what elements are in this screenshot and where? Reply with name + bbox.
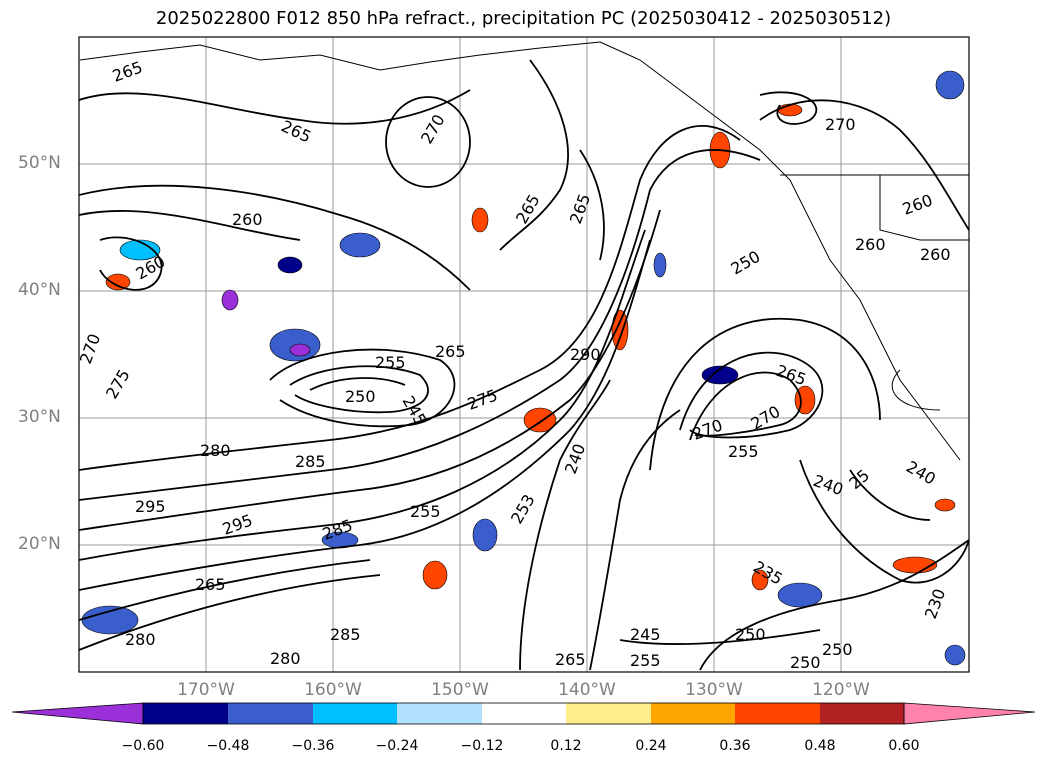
contour-label: 285 (295, 452, 326, 471)
colorbar-tick-label: 0.48 (804, 738, 836, 754)
map-title: 2025022800 F012 850 hPa refract., precip… (155, 8, 892, 29)
contour-label: 260 (232, 210, 263, 229)
contour-label: 265 (555, 650, 586, 669)
lat-label-40n: 40°N (18, 280, 61, 300)
lon-label-150w: 150°W (431, 680, 489, 700)
contour-label: 255 (728, 442, 759, 461)
coastlines (79, 41, 969, 461)
colorbar-bin (397, 703, 482, 724)
colorbar-tick-label: 0.60 (888, 738, 920, 754)
contour-label: 280 (125, 630, 156, 649)
contour-label: 260 (855, 235, 886, 254)
colorbar-bin (651, 703, 735, 724)
colorbar-tick-label: −0.48 (206, 738, 250, 754)
colorbar-bin (566, 703, 651, 724)
colorbar-bin (735, 703, 820, 724)
map-panel: 265 265 270 260 260 265 265 270 250 260 … (78, 36, 970, 673)
colorbar (11, 702, 1036, 725)
colorbar-tick-label: 0.12 (550, 738, 582, 754)
contour-label: 265 (435, 342, 466, 361)
contour-label: 250 (822, 640, 853, 659)
colorbar-tick-label: −0.24 (375, 738, 419, 754)
contour-label: 245 (630, 625, 661, 644)
colorbar-bin (313, 703, 397, 724)
contour-label: 255 (375, 353, 406, 372)
lon-label-120w: 120°W (812, 680, 870, 700)
contour-label: 290 (570, 345, 601, 364)
colorbar-tick-label: 0.24 (635, 738, 667, 754)
contour-label: 250 (345, 387, 376, 406)
colorbar-extend-high (903, 702, 1036, 725)
lon-label-160w: 160°W (304, 680, 362, 700)
lat-label-20n: 20°N (18, 534, 61, 554)
colorbar-bin (143, 703, 228, 724)
contour-label: 250 (735, 625, 766, 644)
colorbar-tick-label: −0.12 (460, 738, 504, 754)
contour-label: 250 (790, 653, 821, 672)
refractivity-contours (79, 59, 969, 671)
contour-label: 280 (270, 649, 301, 668)
lat-label-30n: 30°N (18, 407, 61, 427)
lon-label-140w: 140°W (558, 680, 616, 700)
contour-label: 265 (195, 575, 226, 594)
contour-label: 255 (410, 502, 441, 521)
colorbar-bin (482, 703, 566, 724)
colorbar-bin (820, 703, 904, 724)
contour-label: 255 (630, 651, 661, 670)
colorbar-extend-low (11, 702, 144, 725)
precip-blobs (81, 70, 966, 666)
contour-label: 295 (135, 497, 166, 516)
contour-label: 280 (200, 441, 231, 460)
lat-label-50n: 50°N (18, 153, 61, 173)
contour-label: 260 (920, 245, 951, 264)
lon-label-170w: 170°W (177, 680, 235, 700)
map-frame (78, 36, 970, 673)
colorbar-tick-label: 0.36 (719, 738, 751, 754)
colorbar-tick-label: −0.36 (291, 738, 335, 754)
lon-label-130w: 130°W (685, 680, 743, 700)
contour-label: 285 (330, 625, 361, 644)
contour-label: 270 (825, 115, 856, 134)
colorbar-bin (228, 703, 313, 724)
colorbar-tick-label: −0.60 (121, 738, 165, 754)
